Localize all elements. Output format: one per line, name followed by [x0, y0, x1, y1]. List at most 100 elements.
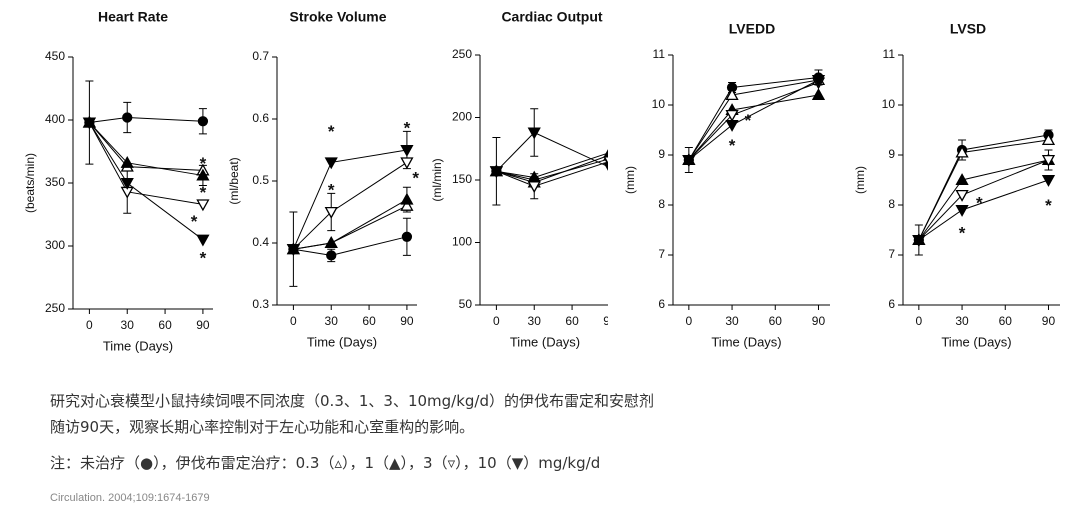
marker	[811, 74, 826, 87]
y-tick-label: 9	[888, 147, 895, 161]
series-line	[293, 161, 408, 250]
significance-mark: *	[200, 248, 207, 267]
chart-title: Heart Rate	[98, 9, 168, 25]
significance-mark: *	[729, 136, 736, 155]
chart-title: Cardiac Output	[501, 9, 602, 25]
x-tick-label: 0	[86, 318, 93, 332]
marker	[1041, 174, 1056, 187]
x-axis-label: Time (Days)	[103, 338, 173, 353]
marker	[527, 127, 541, 140]
marker	[400, 198, 414, 211]
chart-panel: LVEDD 6 7 8 9 10 11 0 30 60 90 Time (Days) (mm) * *	[623, 21, 830, 349]
y-tick-label: 9	[658, 147, 665, 161]
y-axis-label: (beats/min)	[23, 153, 37, 213]
y-tick-label: 11	[653, 47, 666, 61]
marker	[324, 236, 338, 249]
marker	[196, 199, 210, 212]
marker	[122, 112, 133, 123]
series-line	[496, 131, 608, 172]
marker	[326, 250, 337, 261]
x-tick-label: 60	[362, 314, 376, 328]
x-tick-label: 60	[565, 314, 579, 328]
y-tick-label: 10	[652, 97, 666, 111]
y-tick-label: 250	[452, 47, 472, 61]
marker	[603, 162, 608, 171]
x-tick-label: 30	[121, 318, 135, 332]
series-line	[688, 79, 819, 161]
chart-panel: Stroke Volume 0.3 0.4 0.5 0.6 0.7 0 30 60 90 Time …	[227, 9, 419, 350]
marker	[400, 157, 414, 170]
significance-mark: *	[191, 212, 198, 231]
marker	[603, 156, 608, 165]
significance-mark: *	[1045, 196, 1052, 215]
y-tick-label: 0.5	[252, 173, 269, 187]
y-tick-label: 0.4	[252, 235, 269, 249]
marker	[725, 88, 739, 101]
chart-panel: LVSD 6 7 8 9 10 11 0 30 60 90 Time (Days) (mm) * * *	[853, 21, 1060, 349]
series-line	[293, 205, 408, 250]
y-axis-label: (ml/beat)	[227, 157, 241, 204]
series-line	[89, 122, 203, 171]
y-tick-label: 200	[452, 110, 472, 124]
series-line	[918, 179, 1049, 241]
x-tick-label: 90	[603, 314, 617, 328]
chart-title: LVSD	[950, 21, 986, 37]
significance-mark: *	[412, 168, 419, 187]
marker	[196, 234, 210, 247]
y-tick-label: 450	[45, 49, 65, 63]
significance-mark: *	[404, 119, 411, 138]
significance-mark: *	[200, 154, 207, 173]
x-tick-label: 90	[196, 318, 210, 332]
y-tick-label: 150	[452, 172, 472, 186]
chart-panel: Heart Rate 250 300 350 400 450 0 30 60 90 Time (Da…	[23, 9, 213, 353]
y-tick-label: 8	[658, 197, 665, 211]
marker	[955, 189, 969, 202]
y-tick-label: 250	[45, 301, 65, 315]
series-line	[688, 82, 819, 161]
x-tick-label: 90	[812, 314, 826, 328]
significance-mark: *	[959, 223, 966, 242]
x-tick-label: 30	[725, 314, 739, 328]
y-tick-label: 50	[459, 297, 473, 311]
x-axis-label: Time (Days)	[307, 334, 377, 349]
x-axis-label: Time (Days)	[941, 334, 1011, 349]
marker	[196, 168, 210, 181]
marker	[120, 156, 134, 168]
significance-mark: *	[745, 111, 752, 130]
y-axis-label: (ml/min)	[430, 158, 444, 201]
significance-mark: *	[976, 193, 983, 212]
series-line	[293, 199, 408, 250]
y-tick-label: 8	[888, 197, 895, 211]
x-axis-label: Time (Days)	[510, 334, 580, 349]
series-line	[918, 134, 1049, 241]
chart-panel: Cardiac Output 50 100 150 200 250 0 30 60 90 Time …	[430, 9, 617, 349]
caption-line: 随访90天，观察长期心率控制对于左心功能和心室重构的影响。	[50, 418, 475, 436]
marker	[725, 119, 739, 132]
y-tick-label: 6	[658, 297, 665, 311]
marker	[197, 116, 209, 127]
x-tick-label: 30	[528, 314, 542, 328]
y-tick-label: 0.3	[252, 297, 269, 311]
marker	[400, 192, 414, 205]
caption-line: 研究对心衰模型小鼠持续饲喂不同浓度（0.3、1、3、10mg/kg/d）的伊伐布…	[50, 392, 655, 410]
y-tick-label: 10	[882, 97, 896, 111]
x-tick-label: 30	[325, 314, 339, 328]
marker	[286, 244, 301, 257]
y-axis-label: (mm)	[853, 166, 867, 194]
x-tick-label: 0	[290, 314, 297, 328]
marker	[955, 145, 969, 158]
marker	[725, 109, 739, 122]
marker	[955, 204, 969, 217]
y-tick-label: 6	[888, 297, 895, 311]
x-tick-label: 0	[916, 314, 923, 328]
series-line	[688, 79, 819, 161]
x-tick-label: 90	[1042, 314, 1056, 328]
x-tick-label: 60	[158, 318, 172, 332]
y-tick-label: 0.6	[252, 111, 269, 125]
marker	[955, 173, 969, 186]
x-tick-label: 30	[955, 314, 969, 328]
marker	[400, 144, 414, 157]
x-axis-label: Time (Days)	[711, 334, 781, 349]
series-line	[88, 122, 203, 205]
